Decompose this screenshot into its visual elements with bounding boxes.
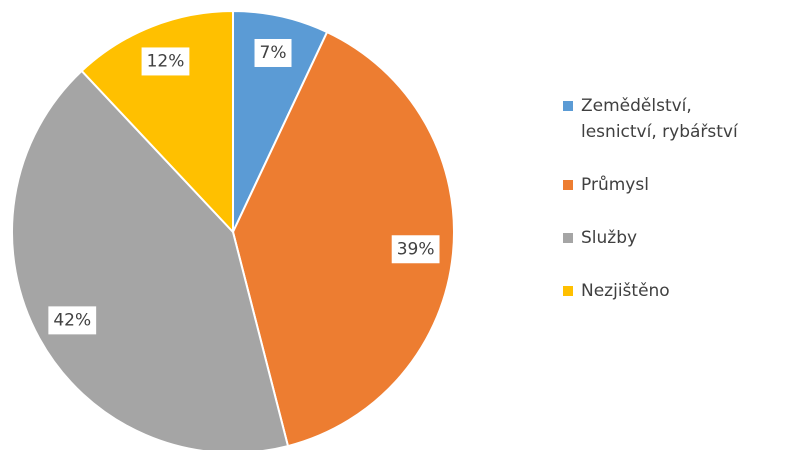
legend-swatch: [563, 286, 573, 296]
legend: Zemědělství, lesnictví, rybářství Průmysl…: [563, 93, 763, 304]
data-label: 42%: [53, 310, 91, 330]
legend-label: Služby: [581, 228, 638, 248]
legend-label: Zemědělství, lesnictví, rybářství: [581, 96, 738, 142]
legend-label: Průmysl: [581, 175, 649, 195]
data-label-box: [391, 235, 440, 264]
data-label-box: [254, 38, 292, 67]
legend-item: Nezjištěno: [563, 278, 763, 304]
legend-item: Služby: [563, 225, 763, 251]
pie-slice: [231, 30, 455, 448]
legend-label: Nezjištěno: [581, 281, 670, 301]
data-label: 7%: [260, 43, 287, 63]
pie-slice: [11, 69, 290, 450]
pie-slice: [80, 9, 234, 235]
data-label-box: [48, 306, 97, 335]
legend-swatch: [563, 101, 573, 111]
legend-item: Průmysl: [563, 172, 763, 198]
legend-swatch: [563, 233, 573, 243]
legend-item: Zemědělství, lesnictví, rybářství: [563, 93, 763, 145]
legend-swatch: [563, 180, 573, 190]
data-label-box: [141, 47, 190, 76]
data-label: 39%: [397, 239, 435, 259]
data-label: 12%: [147, 51, 185, 71]
